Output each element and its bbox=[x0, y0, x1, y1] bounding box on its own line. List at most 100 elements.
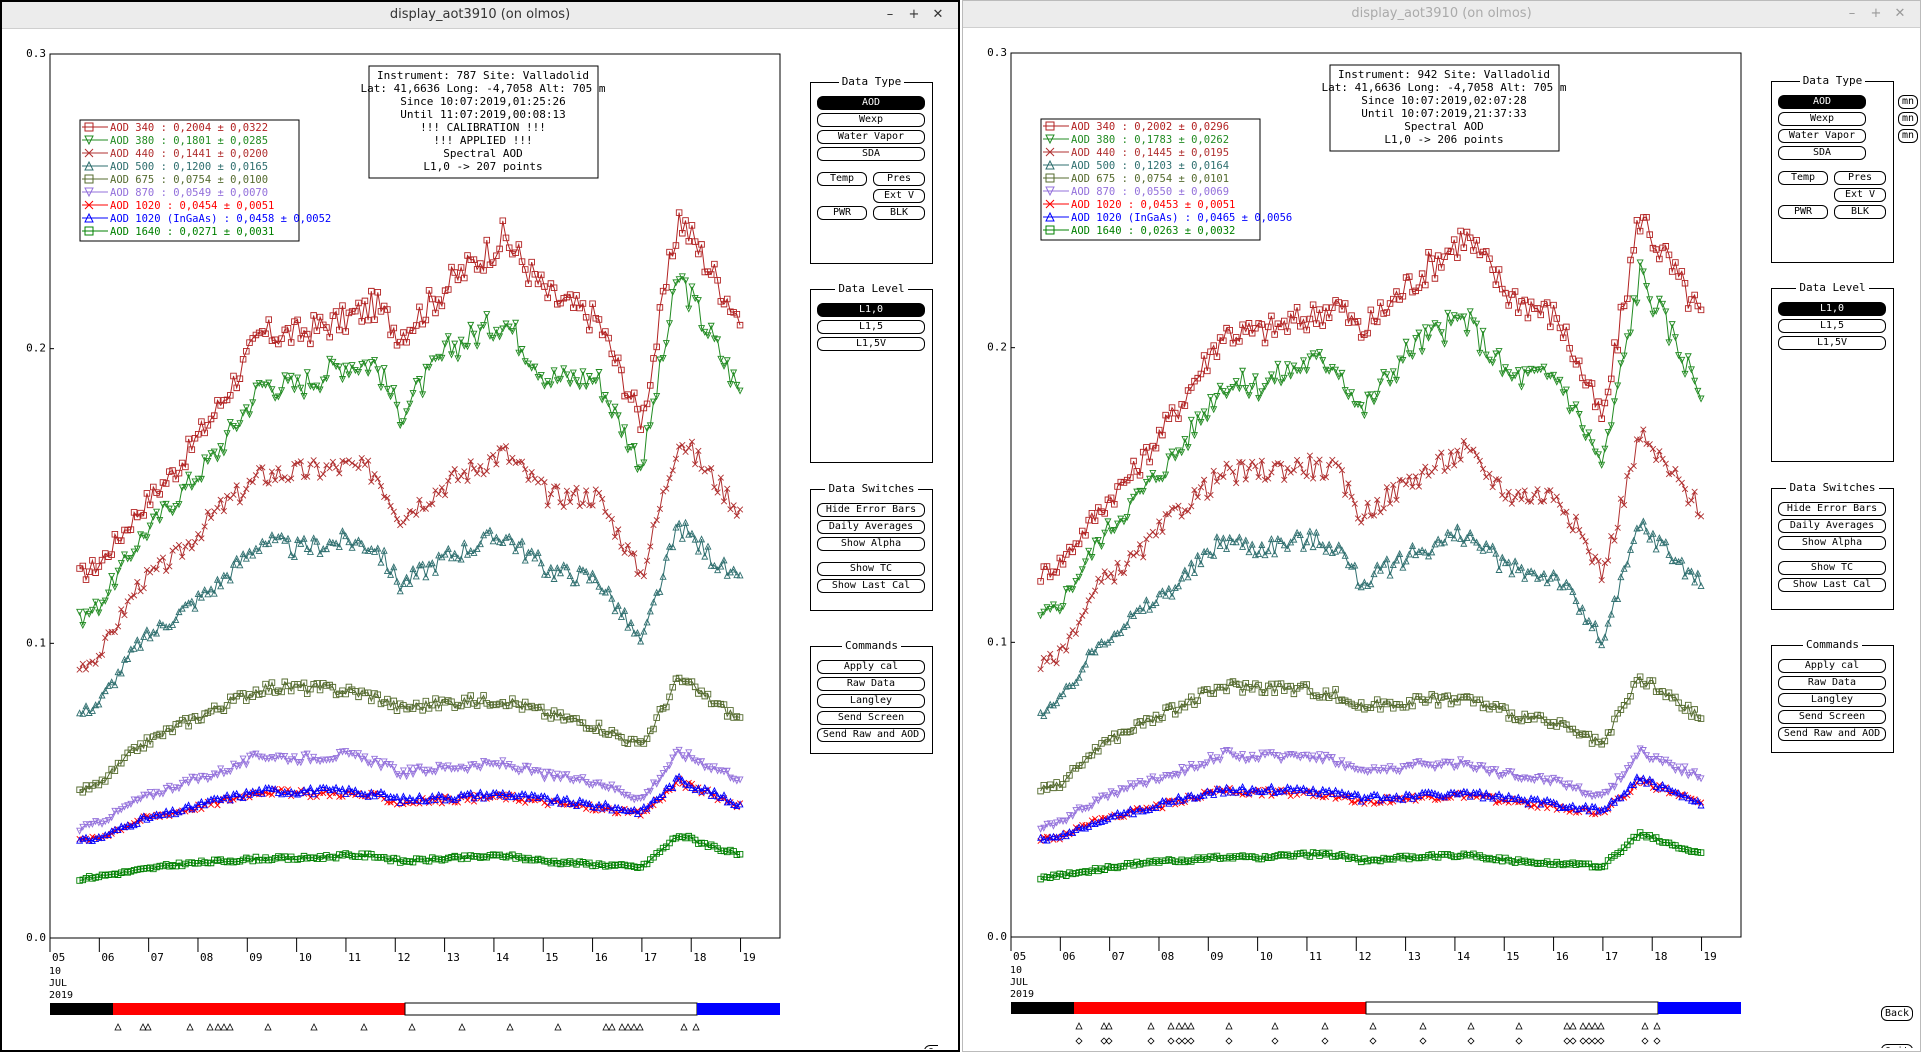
series-line bbox=[79, 749, 741, 832]
data-point bbox=[1053, 819, 1061, 827]
blk-button[interactable]: BLK bbox=[873, 206, 925, 220]
switch-button-2[interactable]: Show Alpha bbox=[1778, 536, 1886, 550]
title-bar[interactable]: display_aot3910 (on olmos) – + ✕ bbox=[963, 1, 1920, 28]
command-button-3[interactable]: Send Screen bbox=[817, 711, 925, 725]
data-point bbox=[182, 860, 189, 868]
data-point bbox=[380, 302, 388, 310]
pres-button[interactable]: Pres bbox=[1834, 171, 1886, 185]
pwr-button[interactable]: PWR bbox=[817, 206, 867, 220]
level-button-1[interactable]: L1,5 bbox=[1778, 319, 1886, 333]
data-point bbox=[637, 464, 645, 472]
data-point bbox=[307, 461, 314, 468]
command-button-4[interactable]: Send Raw and AOD bbox=[1778, 727, 1886, 741]
back-button[interactable]: Back bbox=[1881, 1006, 1913, 1021]
date-label: JUL bbox=[1010, 977, 1028, 988]
data-point bbox=[1569, 859, 1577, 867]
x-tick-label: 12 bbox=[1358, 950, 1371, 963]
switch-button-3[interactable]: Show TC bbox=[1778, 561, 1886, 575]
data-point bbox=[1668, 841, 1676, 849]
wexp-mn-button[interactable]: mn bbox=[1898, 112, 1918, 126]
data-point bbox=[111, 681, 119, 689]
title-bar[interactable]: display_aot3910 (on olmos) – + ✕ bbox=[2, 2, 958, 29]
data-point bbox=[1444, 528, 1452, 536]
data-point bbox=[303, 855, 311, 862]
switch-button-1[interactable]: Daily Averages bbox=[817, 520, 925, 534]
sda-button[interactable]: SDA bbox=[1778, 146, 1866, 160]
switch-button-0[interactable]: Hide Error Bars bbox=[817, 503, 925, 517]
data-point bbox=[1296, 530, 1304, 538]
data-point bbox=[621, 392, 628, 400]
level-button-0[interactable]: L1,0 bbox=[1778, 302, 1886, 316]
data-point bbox=[1200, 854, 1208, 861]
switch-button-1[interactable]: Daily Averages bbox=[1778, 519, 1886, 533]
aod-button[interactable]: AOD bbox=[817, 96, 925, 110]
aod-button[interactable]: AOD bbox=[1778, 95, 1866, 109]
command-button-0[interactable]: Apply cal bbox=[1778, 659, 1886, 673]
minimize-icon[interactable]: – bbox=[886, 7, 894, 22]
data-point bbox=[1383, 371, 1391, 379]
data-point bbox=[1543, 795, 1551, 804]
water-vapor-button[interactable]: Water Vapor bbox=[1778, 129, 1866, 143]
maximize-icon[interactable]: + bbox=[1870, 6, 1882, 21]
switch-button-0[interactable]: Hide Error Bars bbox=[1778, 502, 1886, 516]
data-point bbox=[1245, 465, 1253, 472]
command-button-2[interactable]: Langley bbox=[817, 694, 925, 708]
switch-button-3[interactable]: Show TC bbox=[817, 562, 925, 576]
command-button-4[interactable]: Send Raw and AOD bbox=[817, 728, 925, 742]
data-point bbox=[1207, 348, 1214, 355]
command-button-2[interactable]: Langley bbox=[1778, 693, 1886, 707]
command-button-0[interactable]: Apply cal bbox=[817, 660, 925, 674]
wexp-button[interactable]: Wexp bbox=[817, 113, 925, 127]
data-point bbox=[239, 355, 247, 363]
quit-button[interactable]: Quit bbox=[1881, 1044, 1913, 1048]
ext-v-button[interactable]: Ext V bbox=[873, 189, 925, 203]
data-point bbox=[1383, 309, 1391, 316]
data-point bbox=[1386, 698, 1394, 706]
quit-button[interactable]: Quit bbox=[924, 1045, 938, 1049]
data-point bbox=[1162, 857, 1169, 864]
level-button-2[interactable]: L1,5V bbox=[817, 337, 925, 351]
data-point bbox=[1075, 573, 1083, 581]
blk-button[interactable]: BLK bbox=[1834, 205, 1886, 219]
switch-button-4[interactable]: Show Last Cal bbox=[1778, 578, 1886, 592]
data-point bbox=[403, 514, 410, 521]
pres-button[interactable]: Pres bbox=[873, 172, 925, 186]
aod-mn-button[interactable]: mn bbox=[1898, 95, 1918, 109]
level-button-0[interactable]: L1,0 bbox=[817, 303, 925, 317]
maximize-icon[interactable]: + bbox=[908, 7, 920, 22]
level-button-2[interactable]: L1,5V bbox=[1778, 336, 1886, 350]
data-point bbox=[134, 866, 141, 873]
data-point bbox=[1120, 518, 1128, 526]
water-vapor-mn-button[interactable]: mn bbox=[1898, 129, 1918, 143]
temp-button[interactable]: Temp bbox=[1778, 171, 1828, 185]
switch-button-4[interactable]: Show Last Cal bbox=[817, 579, 925, 593]
event-marker bbox=[1569, 1037, 1577, 1045]
minimize-icon[interactable]: – bbox=[1848, 6, 1856, 21]
data-point bbox=[1691, 488, 1698, 495]
data-point bbox=[474, 470, 481, 477]
close-icon[interactable]: ✕ bbox=[1894, 6, 1906, 21]
temp-button[interactable]: Temp bbox=[817, 172, 867, 186]
level-button-1[interactable]: L1,5 bbox=[817, 320, 925, 334]
water-vapor-button[interactable]: Water Vapor bbox=[817, 130, 925, 144]
data-point bbox=[300, 786, 308, 794]
sda-button[interactable]: SDA bbox=[817, 147, 925, 161]
close-icon[interactable]: ✕ bbox=[932, 7, 944, 22]
data-point bbox=[76, 666, 83, 673]
data-point bbox=[502, 854, 510, 861]
data-point bbox=[82, 666, 90, 673]
data-point bbox=[1178, 449, 1186, 457]
data-point bbox=[464, 252, 471, 259]
command-button-1[interactable]: Raw Data bbox=[1778, 676, 1886, 690]
data-point bbox=[281, 372, 289, 380]
data-point bbox=[669, 288, 677, 297]
pwr-button[interactable]: PWR bbox=[1778, 205, 1828, 219]
ext-v-button[interactable]: Ext V bbox=[1834, 188, 1886, 202]
command-button-3[interactable]: Send Screen bbox=[1778, 710, 1886, 724]
switch-button-2[interactable]: Show Alpha bbox=[817, 537, 925, 551]
data-point bbox=[730, 565, 738, 573]
command-button-1[interactable]: Raw Data bbox=[817, 677, 925, 691]
data-point bbox=[589, 569, 597, 577]
wexp-button[interactable]: Wexp bbox=[1778, 112, 1866, 126]
data-point bbox=[512, 855, 519, 862]
